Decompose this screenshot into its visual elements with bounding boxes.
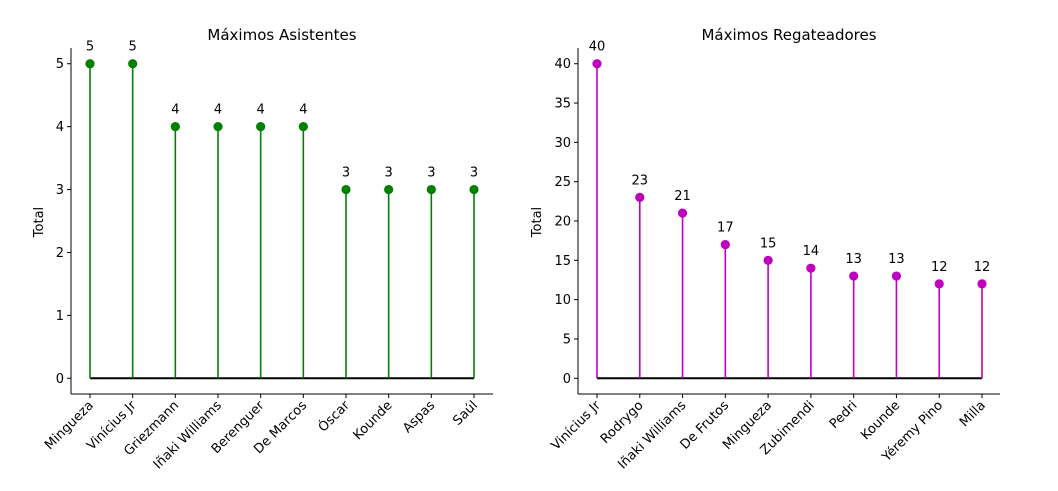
stem-marker xyxy=(298,122,308,132)
data-label: 12 xyxy=(974,260,991,275)
dribbles-chart: Máximos Regateadores Total 0 5 10 15 20 25 30 3… xyxy=(530,26,1000,472)
stem-marker xyxy=(677,208,688,218)
stem-marker xyxy=(384,184,394,195)
data-label: 21 xyxy=(674,189,691,204)
x-tick-label: Pedri xyxy=(827,398,861,432)
data-label: 12 xyxy=(931,260,948,275)
stem-marker xyxy=(806,263,816,273)
stem-marker xyxy=(720,239,730,250)
x-tick-label: Óscar xyxy=(315,397,353,435)
stem-marker xyxy=(426,184,436,195)
stem-marker xyxy=(85,59,95,69)
y-tick-label: 10 xyxy=(554,293,571,308)
stem-marker xyxy=(977,279,987,289)
y-tick-label: 30 xyxy=(554,136,571,151)
stem-marker xyxy=(128,59,138,69)
data-label: 13 xyxy=(888,252,905,267)
x-tick-label: Kounde xyxy=(351,398,396,443)
assists-chart-title: Máximos Asistentes xyxy=(207,26,356,44)
data-label: 4 xyxy=(214,103,222,118)
y-tick-label: 20 xyxy=(554,215,571,230)
data-label: 17 xyxy=(717,221,734,236)
assists-chart-ylabel: Total xyxy=(32,207,47,238)
stem-marker xyxy=(256,122,266,132)
data-label: 3 xyxy=(470,166,478,181)
stem-marker xyxy=(891,271,902,281)
x-tick-label: Aspas xyxy=(400,398,438,436)
y-tick-label: 35 xyxy=(554,97,571,112)
data-label: 15 xyxy=(760,236,777,251)
stem-marker xyxy=(213,122,223,132)
y-tick-label: 2 xyxy=(56,246,64,261)
y-tick-label: 25 xyxy=(554,175,571,190)
stem-marker xyxy=(934,279,944,289)
dribbles-chart-title: Máximos Regateadores xyxy=(701,26,876,44)
data-label: 3 xyxy=(385,166,393,181)
y-tick-label: 15 xyxy=(554,254,571,269)
y-tick-label: 0 xyxy=(563,372,571,387)
stem-marker xyxy=(849,271,859,281)
data-label: 13 xyxy=(845,252,862,267)
data-label: 5 xyxy=(86,40,94,55)
assists-chart: Máximos Asistentes Total 012345MinguezaV… xyxy=(32,26,493,472)
data-label: 23 xyxy=(632,173,649,188)
y-tick-label: 3 xyxy=(56,183,64,198)
stem-marker xyxy=(635,192,645,203)
x-tick-label: Milla xyxy=(957,398,989,430)
stem-marker xyxy=(341,184,351,195)
y-tick-label: 4 xyxy=(56,120,64,135)
data-label: 4 xyxy=(299,103,307,118)
data-label: 4 xyxy=(171,103,179,118)
data-label: 40 xyxy=(589,40,606,55)
y-tick-label: 5 xyxy=(56,57,64,72)
stem-marker xyxy=(592,59,602,69)
y-tick-label: 1 xyxy=(56,309,64,324)
stem-marker xyxy=(170,122,180,132)
data-label: 5 xyxy=(129,40,137,55)
data-label: 14 xyxy=(803,244,820,259)
stem-marker xyxy=(469,184,479,195)
y-tick-label: 40 xyxy=(554,57,571,72)
x-tick-label: Vinícius Jr xyxy=(549,398,605,454)
data-label: 3 xyxy=(427,166,435,181)
dribbles-chart-ylabel: Total xyxy=(530,207,545,238)
data-label: 3 xyxy=(342,166,350,181)
stem-marker xyxy=(763,255,773,265)
data-label: 4 xyxy=(257,103,265,118)
y-tick-label: 5 xyxy=(563,332,571,347)
x-tick-label: Saúl xyxy=(450,398,480,428)
y-tick-label: 0 xyxy=(56,372,64,387)
